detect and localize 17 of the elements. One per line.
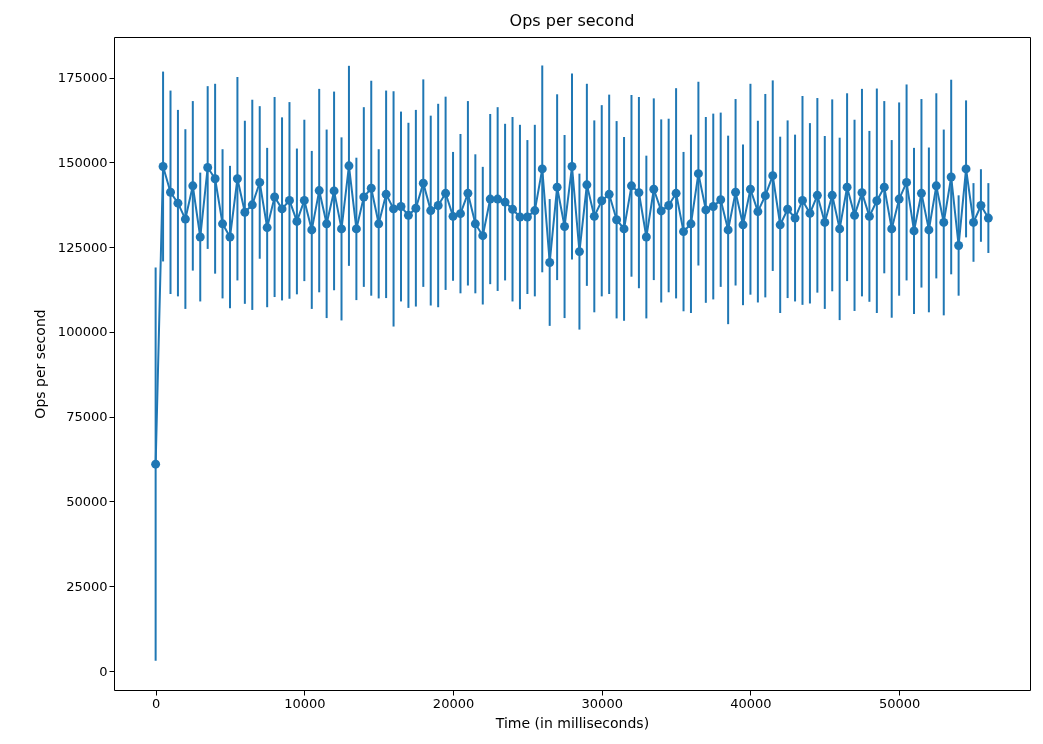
x-tick-label: 10000	[284, 695, 326, 711]
x-tick-label: 30000	[581, 695, 623, 711]
x-tick-label: 40000	[730, 695, 772, 711]
x-axis-title: Time (in milliseconds)	[494, 714, 650, 731]
y-tick-label: 100000	[57, 324, 108, 340]
x-tick-label: 20000	[432, 695, 475, 711]
y-tick-label: 75000	[66, 409, 108, 425]
y-tick-label: 150000	[57, 154, 108, 170]
y-tick-label: 175000	[57, 70, 108, 86]
y-axis-title: Ops per second	[31, 309, 48, 419]
x-tick-label: 0	[152, 695, 161, 711]
chart-title: Ops per second	[509, 11, 635, 30]
x-tick-label: 50000	[878, 695, 921, 711]
y-tick-label: 25000	[66, 578, 108, 594]
y-tick-label: 125000	[57, 239, 108, 255]
y-tick-label: 0	[99, 663, 108, 679]
y-tick-label: 50000	[66, 493, 108, 509]
